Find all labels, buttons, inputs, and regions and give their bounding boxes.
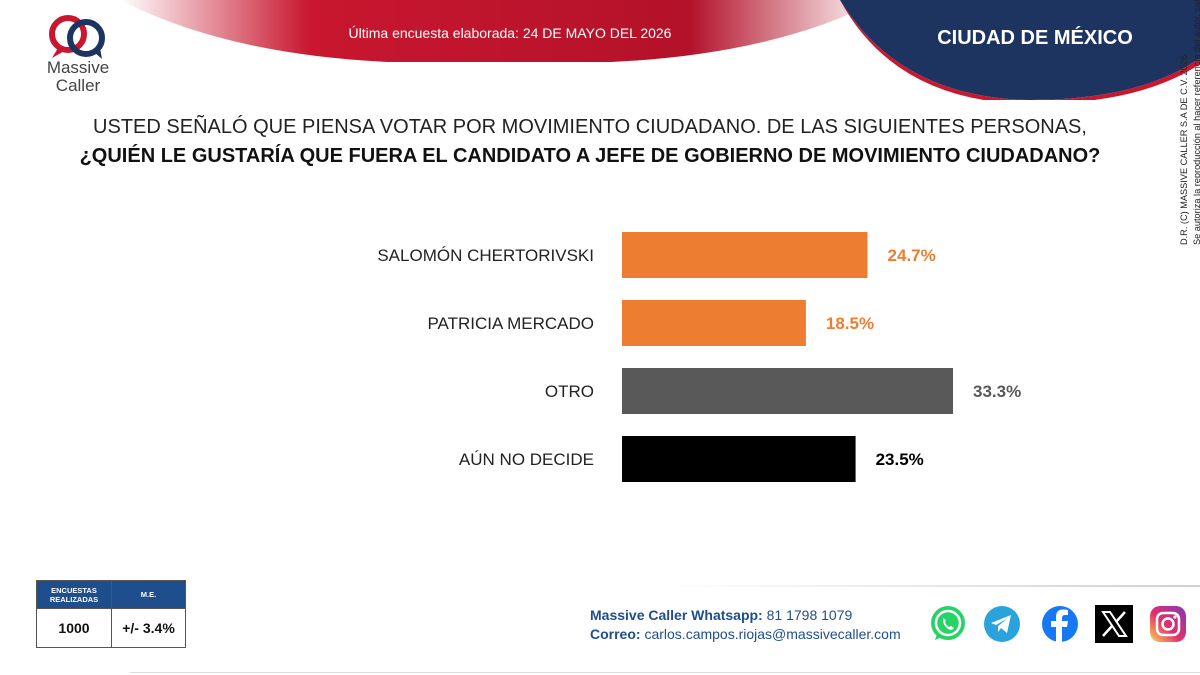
category-label-3: AÚN NO DECIDE xyxy=(459,450,594,469)
category-label-2: OTRO xyxy=(545,382,594,401)
whatsapp-number[interactable]: 81 1798 1079 xyxy=(766,607,853,623)
bar-1 xyxy=(622,300,806,346)
table-row-divider xyxy=(37,608,185,609)
header-red-banner xyxy=(120,0,880,62)
copyright-line-2: Se autoriza la reproducción al hacer ref… xyxy=(1192,0,1200,245)
category-label-0: SALOMÓN CHERTORIVSKI xyxy=(377,246,594,265)
me-value: +/- 3.4% xyxy=(122,620,175,636)
category-label-1: PATRICIA MERCADO xyxy=(427,314,594,333)
bar-0 xyxy=(622,232,868,278)
logo-bubbles-icon xyxy=(49,15,105,59)
logo-line1: Massive xyxy=(46,58,110,77)
surveys-value: 1000 xyxy=(58,620,90,636)
header-blue-banner xyxy=(840,0,1200,100)
header-me: M.E. xyxy=(112,581,185,608)
header-surveys: ENCUESTAS REALIZADAS xyxy=(37,581,111,608)
value-label-2: 33.3% xyxy=(973,382,1021,401)
contact-email: Correo: carlos.campos.riojas@massivecall… xyxy=(590,626,901,642)
footer-separator xyxy=(660,585,1200,587)
question-line-1: USTED SEÑALÓ QUE PIENSA VOTAR POR MOVIMI… xyxy=(93,116,1087,138)
bar-2 xyxy=(622,368,953,414)
facebook-icon[interactable] xyxy=(1040,604,1080,644)
logo-line2: Caller xyxy=(55,76,101,95)
instagram-icon[interactable] xyxy=(1148,604,1188,644)
email-link[interactable]: carlos.campos.riojas@massivecaller.com xyxy=(644,626,901,642)
copyright-line-1: D.R. (C) MASSIVE CALLER S.A DE C.V. 2026 xyxy=(1179,54,1189,245)
question-line-2: ¿QUIÉN LE GUSTARÍA QUE FUERA EL CANDIDAT… xyxy=(79,145,1101,167)
telegram-icon[interactable] xyxy=(982,604,1022,644)
whatsapp-label: Massive Caller Whatsapp: xyxy=(590,607,763,623)
bar-3 xyxy=(622,436,856,482)
logo-text: Massive Caller xyxy=(28,58,128,95)
header-date: Última encuesta elaborada: 24 DE MAYO DE… xyxy=(348,25,672,41)
x-icon[interactable] xyxy=(1094,604,1134,644)
contact-whatsapp: Massive Caller Whatsapp: 81 1798 1079 xyxy=(590,607,852,623)
massive-caller-logo: Massive Caller xyxy=(28,12,128,104)
email-label: Correo: xyxy=(590,626,641,642)
copyright-vertical: D.R. (C) MASSIVE CALLER S.A DE C.V. 2026… xyxy=(1178,0,1200,245)
value-label-0: 24.7% xyxy=(888,246,936,265)
value-label-3: 23.5% xyxy=(876,450,924,469)
whatsapp-icon[interactable] xyxy=(928,604,968,644)
stats-table: ENCUESTAS REALIZADAS M.E. 1000 +/- 3.4% xyxy=(36,580,186,648)
value-label-1: 18.5% xyxy=(826,314,874,333)
bottom-rule xyxy=(130,672,1200,673)
table-divider xyxy=(111,581,112,647)
header-city: CIUDAD DE MÉXICO xyxy=(937,27,1133,49)
